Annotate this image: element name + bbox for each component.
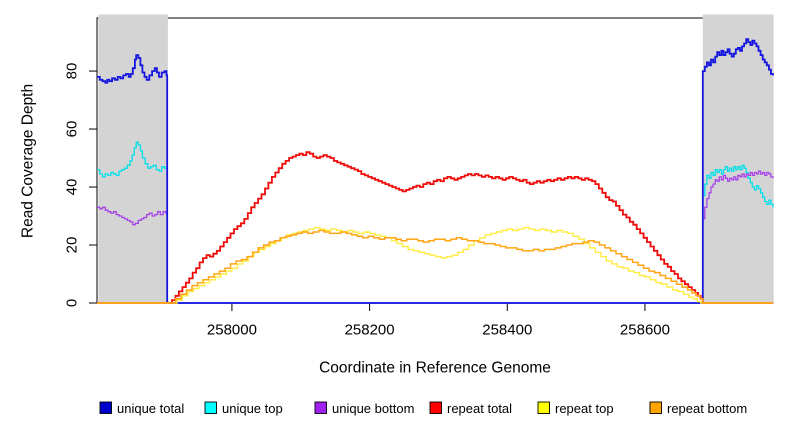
plot-border	[96, 17, 774, 304]
legend-label-repeat-total: repeat total	[447, 401, 512, 416]
series-line-unique-total	[97, 38, 774, 304]
series-line-repeat-top	[97, 226, 773, 304]
legend-swatch-repeat-top	[537, 401, 550, 414]
y-tick-label: 80	[64, 63, 81, 80]
legend-item-unique-top: unique top	[204, 401, 283, 416]
legend-swatch-repeat-total	[429, 401, 442, 414]
series-line-repeat-total	[97, 151, 773, 304]
legend-item-repeat-top: repeat top	[537, 401, 614, 416]
axis-ticks-and-labels: 258000 258200 258400 258600 0 20 40 60 80	[64, 63, 670, 339]
x-tick-label: 258200	[345, 322, 395, 339]
legend-swatch-unique-total	[99, 401, 112, 414]
legend-swatch-unique-bottom	[314, 401, 327, 414]
y-tick-label: 0	[64, 299, 81, 307]
shaded-region-left	[98, 14, 168, 303]
x-tick-label: 258600	[620, 322, 670, 339]
y-axis-title: Read Coverage Depth	[20, 84, 37, 238]
y-tick-label: 60	[64, 121, 81, 138]
legend-item-repeat-total: repeat total	[429, 401, 512, 416]
series-line-repeat-bottom	[97, 229, 773, 304]
legend-swatch-repeat-bottom	[649, 401, 662, 414]
x-tick-label: 258400	[482, 322, 532, 339]
y-tick-label: 40	[64, 179, 81, 196]
legend-label-unique-total: unique total	[117, 401, 184, 416]
legend-item-unique-bottom: unique bottom	[314, 401, 414, 416]
y-tick-label: 20	[64, 237, 81, 254]
coverage-series-lines	[97, 38, 774, 304]
legend-label-repeat-top: repeat top	[555, 401, 614, 416]
legend-label-unique-bottom: unique bottom	[332, 401, 414, 416]
legend: unique total unique top unique bottom repea…	[99, 401, 747, 416]
series-line-unique-top	[97, 141, 774, 304]
x-tick-label: 258000	[207, 322, 257, 339]
legend-item-repeat-bottom: repeat bottom	[649, 401, 747, 416]
legend-swatch-unique-top	[204, 401, 217, 414]
legend-label-unique-top: unique top	[222, 401, 283, 416]
legend-item-unique-total: unique total	[99, 401, 184, 416]
shaded-flank-regions	[98, 14, 774, 303]
plot-border-box	[96, 17, 774, 304]
x-axis-title: Coordinate in Reference Genome	[319, 360, 551, 377]
legend-label-repeat-bottom: repeat bottom	[667, 401, 747, 416]
series-line-unique-bottom	[97, 170, 774, 304]
